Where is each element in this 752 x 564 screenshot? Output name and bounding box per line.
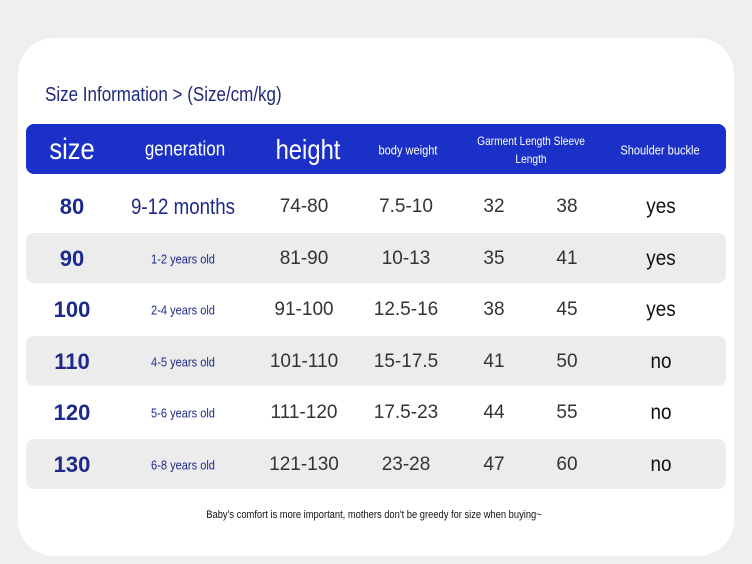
table-cell: 74-80 — [279, 196, 329, 217]
table-cell: 55 — [556, 402, 578, 423]
row-shade — [26, 336, 726, 386]
table-cell: 111-120 — [270, 402, 338, 423]
table-cell: 101-110 — [269, 351, 339, 372]
table-cell: yes — [646, 195, 676, 218]
header-cell: generation — [144, 138, 226, 161]
table-cell: 17.5-23 — [373, 402, 439, 423]
table-cell: 41 — [556, 248, 578, 269]
title: Size Information > (Size/cm/kg) — [45, 84, 282, 106]
row-shade — [26, 233, 726, 283]
table-cell: 5-6 years old — [151, 405, 215, 421]
header-cell: body weight — [378, 142, 438, 158]
table-cell: 15-17.5 — [373, 351, 439, 372]
table-cell: 130 — [53, 452, 91, 477]
table-cell: 7.5-10 — [379, 196, 433, 217]
table-cell: no — [650, 453, 672, 476]
table-cell: 121-130 — [269, 454, 339, 475]
header-cell: height — [275, 134, 341, 165]
table-cell: 47 — [483, 454, 505, 475]
table-cell: 2-4 years old — [151, 302, 215, 318]
table-cell: 10-13 — [381, 248, 431, 269]
table-cell: 12.5-16 — [373, 299, 439, 320]
table-cell: 9-12 months — [131, 194, 235, 219]
table-cell: 38 — [556, 196, 578, 217]
table-cell: 32 — [483, 196, 505, 217]
table-cell: 45 — [556, 299, 578, 320]
row-shade — [26, 439, 726, 489]
table-cell: no — [650, 350, 672, 373]
table-cell: 35 — [483, 248, 505, 269]
header-cell: Garment Length Sleeve Length — [477, 134, 585, 166]
table-cell: 41 — [483, 351, 505, 372]
table-cell: 81-90 — [279, 248, 329, 269]
table-cell: 4-5 years old — [151, 354, 215, 370]
table-cell: 90 — [59, 246, 85, 271]
footer-note: Baby's comfort is more important, mother… — [206, 509, 542, 521]
table-cell: 60 — [556, 454, 578, 475]
table-cell: 110 — [54, 349, 90, 374]
table-cell: 38 — [483, 299, 505, 320]
table-cell: 23-28 — [381, 454, 431, 475]
table-cell: 91-100 — [274, 299, 334, 320]
table-cell: 100 — [53, 297, 91, 322]
table-cell: 1-2 years old — [151, 251, 215, 267]
header-cell: size — [49, 133, 95, 166]
table-cell: yes — [646, 247, 676, 270]
table-cell: yes — [646, 298, 676, 321]
table-cell: 50 — [556, 351, 578, 372]
table-cell: 6-8 years old — [151, 457, 215, 473]
table-cell: 44 — [483, 402, 505, 423]
table-cell: 120 — [53, 400, 91, 425]
header-bar — [26, 124, 726, 174]
header-cell: Shoulder buckle — [620, 142, 700, 158]
table-cell: 80 — [59, 194, 85, 219]
table-cell: no — [650, 401, 672, 424]
